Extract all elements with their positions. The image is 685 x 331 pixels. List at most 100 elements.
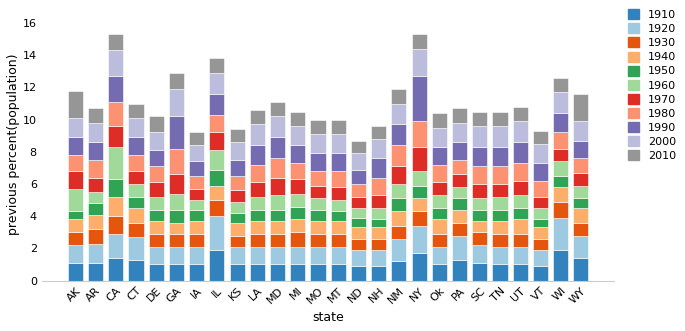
Bar	[290, 179, 306, 194]
Bar	[331, 134, 346, 153]
Bar	[149, 221, 164, 234]
Bar	[351, 153, 366, 169]
Bar	[210, 73, 225, 94]
Bar	[229, 160, 245, 176]
Bar	[310, 234, 325, 247]
Bar	[452, 235, 467, 260]
Bar	[412, 147, 427, 171]
Bar	[270, 195, 285, 210]
Bar	[210, 132, 225, 150]
Bar	[149, 247, 164, 264]
Bar	[512, 234, 528, 247]
Bar	[412, 34, 427, 49]
Bar	[68, 212, 83, 219]
Bar	[229, 129, 245, 142]
Bar	[128, 223, 144, 237]
Bar	[391, 145, 406, 166]
Bar	[250, 210, 265, 221]
Bar	[128, 155, 144, 171]
Bar	[553, 113, 569, 132]
Bar	[169, 73, 184, 89]
Bar	[412, 186, 427, 199]
Bar	[189, 176, 204, 189]
Bar	[189, 132, 204, 145]
Bar	[452, 142, 467, 160]
Bar	[229, 213, 245, 223]
Bar	[210, 186, 225, 200]
Bar	[371, 208, 386, 219]
Bar	[553, 132, 569, 149]
Bar	[229, 247, 245, 264]
Bar	[290, 207, 306, 219]
Bar	[573, 186, 588, 199]
Bar	[452, 199, 467, 210]
Bar	[493, 234, 508, 247]
Bar	[533, 163, 548, 181]
Bar	[472, 263, 487, 281]
Bar	[391, 184, 406, 199]
Legend: 1910, 1920, 1930, 1940, 1950, 1960, 1970, 1980, 1990, 2000, 2010: 1910, 1920, 1930, 1940, 1950, 1960, 1970…	[626, 7, 678, 164]
Bar	[68, 137, 83, 155]
Bar	[210, 150, 225, 169]
Bar	[553, 92, 569, 113]
Bar	[229, 190, 245, 202]
Bar	[270, 117, 285, 137]
Bar	[331, 247, 346, 264]
Bar	[351, 250, 366, 266]
Bar	[371, 126, 386, 139]
Bar	[270, 210, 285, 221]
Bar	[290, 112, 306, 126]
Bar	[250, 221, 265, 234]
Bar	[472, 210, 487, 221]
Bar	[432, 234, 447, 247]
Bar	[412, 171, 427, 186]
Bar	[472, 221, 487, 232]
Bar	[210, 250, 225, 281]
Bar	[88, 203, 103, 214]
Bar	[310, 199, 325, 210]
Bar	[169, 174, 184, 194]
Bar	[189, 210, 204, 221]
Bar	[270, 158, 285, 177]
Bar	[250, 124, 265, 145]
Bar	[452, 108, 467, 123]
Bar	[149, 264, 164, 281]
Bar	[250, 234, 265, 247]
Bar	[371, 139, 386, 158]
Bar	[412, 199, 427, 212]
Bar	[210, 216, 225, 250]
Bar	[512, 121, 528, 142]
Bar	[573, 258, 588, 281]
Bar	[371, 227, 386, 239]
Bar	[68, 263, 83, 281]
Bar	[512, 208, 528, 219]
Bar	[68, 171, 83, 189]
Bar	[290, 145, 306, 163]
Bar	[310, 210, 325, 221]
Bar	[371, 250, 386, 266]
Bar	[68, 118, 83, 137]
Bar	[412, 226, 427, 253]
Bar	[533, 266, 548, 281]
Bar	[533, 250, 548, 266]
Bar	[128, 171, 144, 184]
Bar	[310, 134, 325, 153]
Bar	[493, 264, 508, 281]
Bar	[270, 234, 285, 247]
Bar	[391, 261, 406, 281]
Bar	[351, 218, 366, 227]
Bar	[432, 208, 447, 219]
Bar	[310, 153, 325, 171]
Bar	[108, 147, 123, 179]
Bar	[331, 212, 346, 221]
Bar	[128, 137, 144, 155]
Bar	[391, 199, 406, 212]
Bar	[88, 160, 103, 177]
Bar	[169, 247, 184, 264]
Bar	[371, 239, 386, 250]
Bar	[229, 176, 245, 190]
Bar	[432, 113, 447, 128]
Bar	[493, 197, 508, 210]
Bar	[229, 142, 245, 160]
Bar	[108, 258, 123, 281]
